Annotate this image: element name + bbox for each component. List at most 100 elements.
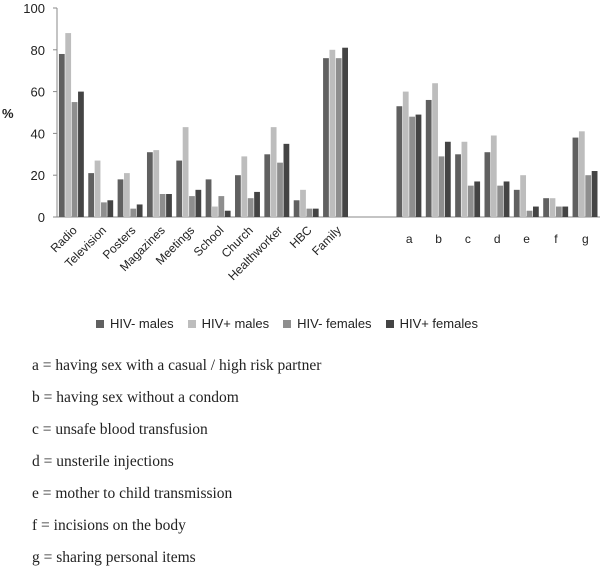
footnote-e: e = mother to child transmission [32, 485, 233, 502]
x-tick-label: e [523, 232, 530, 246]
bar [513, 189, 520, 217]
legend-label: HIV+ males [201, 316, 270, 331]
bar [94, 160, 101, 217]
bar [300, 189, 306, 217]
bar [212, 206, 218, 217]
bar [562, 206, 569, 217]
bar [474, 181, 481, 217]
bar [533, 206, 539, 217]
legend-swatch [187, 319, 196, 328]
legend-label: HIV- males [110, 316, 174, 331]
x-axis-labels: RadioTelevisionPostersMagazinesMeetingsS… [48, 223, 589, 283]
legend-swatch [96, 319, 104, 328]
legend: HIV- males HIV+ males HIV- females HIV+ … [96, 316, 478, 331]
footnote-g: g = sharing personal items [32, 549, 196, 566]
bar [136, 204, 143, 217]
y-tick-label: 0 [38, 210, 45, 225]
footnote-a: a = having sex with a casual / high risk… [32, 357, 322, 374]
bar [101, 202, 107, 217]
y-tick-label: 60 [31, 85, 45, 100]
y-tick-label: 80 [31, 43, 45, 58]
y-axis-title: % [2, 106, 14, 121]
bar [65, 33, 72, 217]
bar [254, 191, 260, 217]
x-tick-label: a [406, 232, 413, 246]
bar [425, 99, 432, 217]
bar [572, 137, 579, 217]
legend-label: HIV- females [297, 316, 372, 331]
bar [484, 152, 491, 217]
bar [520, 175, 527, 217]
bar [438, 156, 445, 217]
bar [130, 208, 137, 217]
bar [323, 58, 329, 217]
bar [329, 49, 336, 217]
bar [578, 131, 585, 217]
bar [306, 208, 313, 217]
bar [146, 152, 153, 217]
bar [123, 173, 130, 217]
legend-swatch [283, 319, 292, 328]
bar [189, 196, 195, 217]
x-tick-label: g [582, 232, 589, 246]
bar [224, 210, 231, 217]
bar [409, 116, 415, 217]
bar [58, 53, 65, 218]
bar [555, 206, 562, 217]
bar [432, 83, 438, 218]
bars [58, 33, 598, 218]
y-axis: 0 20 40 60 80 100 [23, 1, 600, 225]
bar [293, 200, 300, 217]
bar [283, 143, 290, 217]
legend-item-hiv-neg-females: HIV- females [283, 316, 372, 331]
bar [117, 179, 124, 217]
bar [182, 127, 189, 217]
bar [241, 156, 248, 217]
bar [342, 47, 348, 218]
bar [549, 198, 556, 217]
legend-item-hiv-pos-males: HIV+ males [187, 316, 270, 331]
bar [264, 154, 271, 217]
bar [277, 162, 283, 217]
x-tick-label: d [494, 232, 501, 246]
bar [585, 175, 592, 217]
bar [444, 141, 451, 217]
bar [415, 114, 422, 217]
bar [270, 127, 277, 217]
legend-item-hiv-pos-females: HIV+ females [385, 316, 478, 331]
bar [526, 210, 533, 217]
y-tick-label: 100 [23, 1, 45, 16]
bar [467, 185, 474, 217]
bar [235, 175, 241, 217]
bar [455, 154, 461, 217]
bar [195, 189, 202, 217]
x-tick-label: Family [309, 223, 344, 258]
bar [153, 150, 160, 217]
bar [205, 179, 212, 217]
legend-item-hiv-neg-males: HIV- males [96, 316, 174, 331]
bar [335, 58, 342, 217]
bar [543, 198, 549, 217]
footnotes: a = having sex with a casual / high risk… [32, 350, 321, 574]
bar [591, 171, 598, 217]
bar [88, 173, 95, 217]
bar [490, 135, 497, 217]
bar [159, 194, 166, 217]
bar [247, 198, 254, 217]
footnote-d: d = unsterile injections [32, 453, 174, 470]
bar [78, 91, 84, 217]
bar [503, 181, 510, 217]
bar [71, 102, 78, 217]
y-tick-label: 40 [31, 126, 45, 141]
bar [218, 196, 225, 217]
legend-swatch [385, 319, 394, 328]
bar [461, 141, 468, 217]
bar [396, 106, 403, 217]
bar [497, 185, 504, 217]
legend-label: HIV+ females [399, 316, 478, 331]
footnote-b: b = having sex without a condom [32, 389, 239, 406]
footnote-c: c = unsafe blood transfusion [32, 421, 208, 438]
footnote-f: f = incisions on the body [32, 517, 186, 534]
bar [312, 208, 319, 217]
